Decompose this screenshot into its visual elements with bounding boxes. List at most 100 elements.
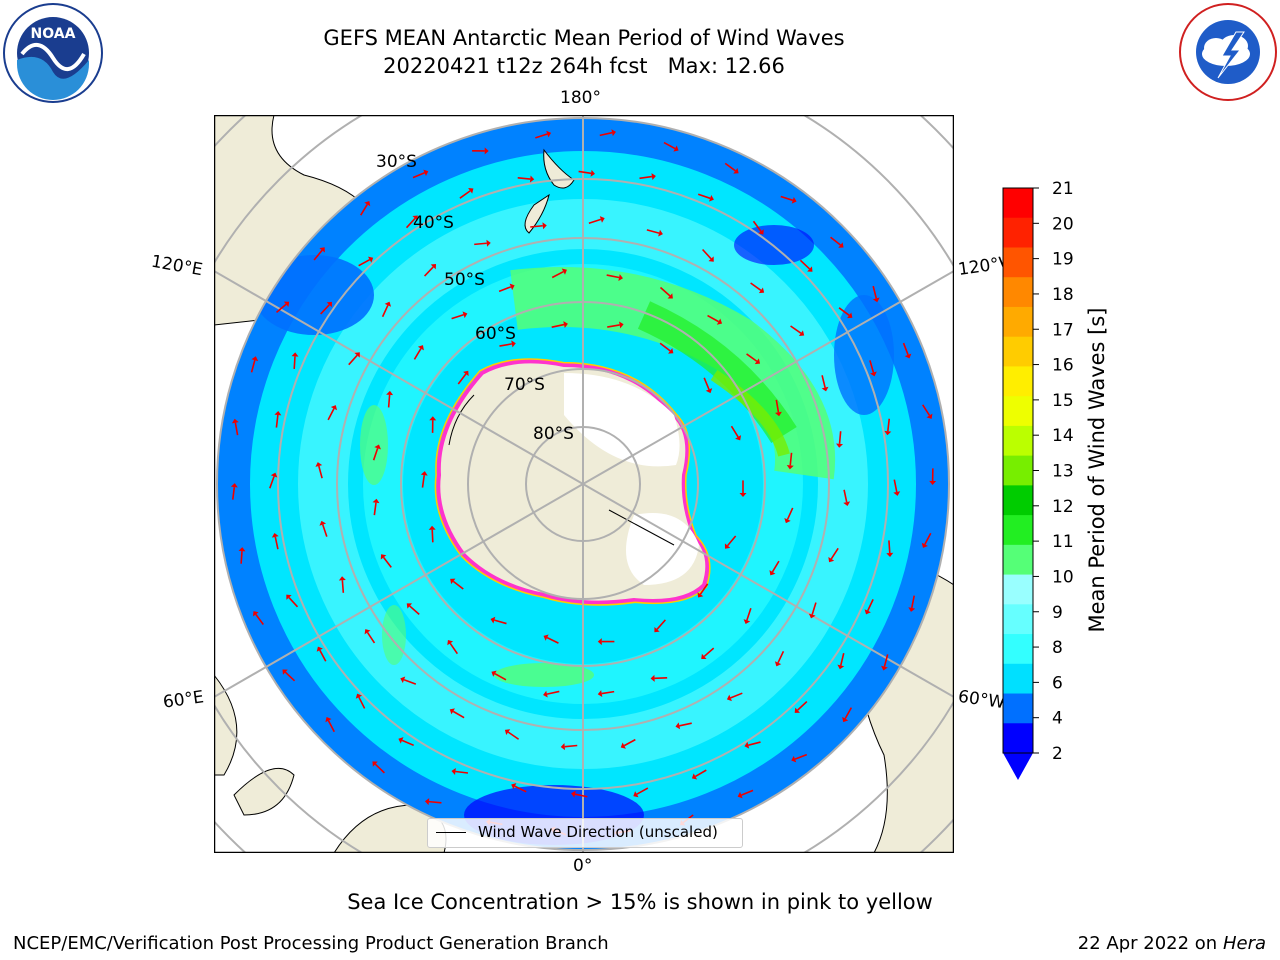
wave-arrow-shaft	[656, 619, 666, 630]
wave-arrow-head	[372, 761, 378, 767]
run-date: 22 Apr 2022 on Hera	[1078, 933, 1266, 954]
wave-arrow-shaft	[498, 286, 512, 293]
wave-arrow-head	[417, 345, 424, 351]
colorbar-segment	[1003, 188, 1033, 219]
wave-arrow-shaft	[413, 348, 422, 360]
wave-arrow-shaft	[844, 707, 853, 719]
wave-arrow-shaft	[405, 217, 416, 229]
wave-arrow-head	[843, 501, 851, 507]
wave-arrow-head	[774, 661, 782, 667]
wave-arrow-shaft	[275, 303, 287, 314]
wave-arrow-head	[316, 646, 323, 652]
colorbar-segment	[1003, 217, 1033, 248]
wave-arrow-head	[484, 147, 489, 155]
wave-arrow-head	[618, 274, 623, 281]
wave-arrow-shaft	[840, 652, 845, 666]
wave-arrow-shaft	[373, 502, 377, 516]
wave-arrow-shaft	[888, 540, 891, 554]
wave-arrow-head	[286, 594, 292, 600]
wave-arrow-shaft	[372, 447, 379, 461]
colorbar-tick-label: 8	[1052, 638, 1063, 658]
lon-label-0: 0°	[573, 856, 593, 876]
colorbar-segment	[1003, 574, 1033, 605]
wave-arrow-head	[864, 609, 871, 615]
map-panel	[213, 114, 955, 854]
colorbar-extend-triangle	[1003, 753, 1033, 780]
lat-label-50s: 50°S	[444, 270, 485, 290]
wave-arrow-shaft	[741, 789, 754, 796]
wave-arrow-shaft	[922, 404, 931, 416]
wave-arrow-shaft	[830, 236, 841, 246]
wave-arrow-head	[758, 229, 764, 235]
wave-arrow-head	[791, 196, 797, 204]
wave-arrow-shaft	[659, 342, 671, 352]
wave-arrow-head	[386, 390, 394, 396]
wave-arrow-shaft	[869, 360, 875, 373]
wave-arrow-shaft	[843, 489, 848, 503]
wave-arrow-head	[230, 483, 238, 488]
wave-arrow-shaft	[699, 583, 709, 595]
wave-arrow-shaft	[284, 671, 296, 682]
noaa-logo-icon: NOAA	[3, 3, 103, 103]
wave-arrow-shaft	[838, 431, 842, 444]
wave-arrow-shaft	[867, 599, 874, 612]
wave-arrow-head	[658, 229, 663, 237]
wave-arrow-shaft	[459, 190, 471, 199]
wave-arrow-shaft	[707, 314, 719, 323]
wave-arrow-shaft	[771, 560, 780, 573]
wave-arrow-head	[511, 783, 517, 790]
sea-ice-note: Sea Ice Concentration > 15% is shown in …	[347, 890, 933, 914]
wave-arrow-shaft	[750, 282, 762, 291]
wave-arrow-shaft	[726, 535, 737, 547]
credit-text: NCEP/EMC/Verification Post Processing Pr…	[13, 933, 609, 954]
colorbar-segment	[1003, 634, 1033, 665]
wave-arrow-head	[870, 371, 877, 377]
wave-arrow-shaft	[320, 304, 330, 315]
wave-arrow-shaft	[748, 741, 761, 746]
wave-arrow-head	[590, 169, 596, 177]
wave-arrow-head	[420, 471, 428, 476]
wave-arrow-head	[424, 798, 430, 806]
wave-arrow-shaft	[293, 356, 296, 370]
africa-land	[214, 674, 238, 776]
colorbar-segment	[1003, 693, 1033, 724]
colorbar-tick-label: 4	[1052, 709, 1063, 729]
wave-arrow-head	[251, 356, 259, 362]
wave-arrow-head	[739, 493, 747, 497]
wave-arrow-head	[338, 576, 346, 581]
wave-arrow-shaft	[358, 258, 371, 267]
wave-arrow-shaft	[775, 399, 780, 413]
wave-arrow-head	[253, 611, 259, 617]
wave-arrow-shaft	[275, 414, 279, 428]
wave-arrow-head	[701, 653, 707, 660]
colorbar-segment	[1003, 604, 1033, 635]
wave-arrow-head	[486, 239, 491, 247]
wave-arrow-head	[449, 708, 455, 715]
wave-arrow-shaft	[797, 700, 808, 711]
wave-arrow-shaft	[474, 242, 487, 246]
wave-arrow-shaft	[752, 220, 762, 232]
wave-arrow-head	[744, 741, 750, 749]
colorbar-tick-label: 14	[1052, 426, 1074, 446]
wave-arrow-shaft	[588, 218, 602, 225]
wave-arrow-head	[271, 532, 279, 538]
wave-arrow-head	[563, 321, 568, 328]
wave-arrow-head	[821, 386, 829, 392]
wave-arrow-shaft	[240, 551, 243, 564]
wave-arrow-head	[798, 330, 805, 337]
wave-arrow-shaft	[269, 476, 275, 489]
wave-arrow-head	[754, 358, 761, 365]
wave-arrow-shaft	[799, 259, 811, 270]
chart-subtitle: 20220421 t12z 264h fcst Max: 12.66	[383, 54, 785, 78]
wave-arrow-head	[546, 130, 552, 138]
wave-arrow-shaft	[654, 676, 668, 680]
colorbar-tick-label: 6	[1052, 673, 1063, 693]
wave-arrow-head	[633, 791, 639, 798]
wave-arrow-head	[709, 195, 714, 202]
wave-arrow-head	[708, 256, 714, 262]
wave-arrow-head	[380, 554, 387, 560]
wave-arrow-shaft	[313, 249, 323, 261]
wave-arrow-shaft	[703, 647, 715, 658]
noaa-logo-text: NOAA	[31, 26, 76, 42]
wave-arrow-shaft	[507, 731, 520, 740]
